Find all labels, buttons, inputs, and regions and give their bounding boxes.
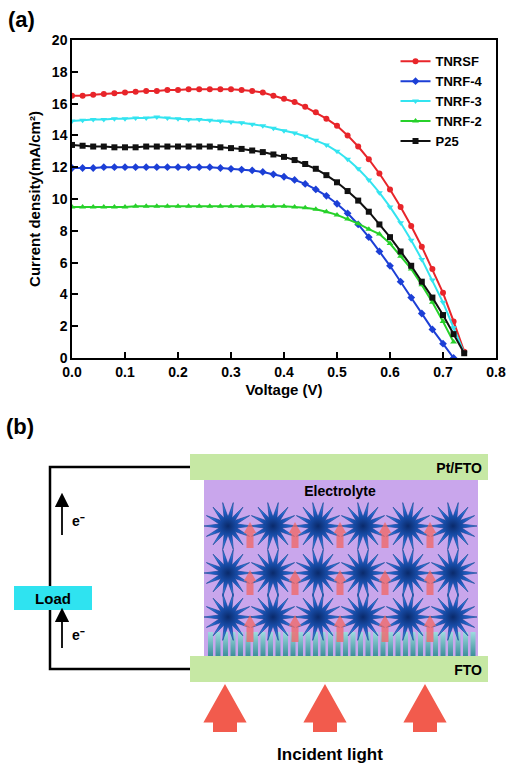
- svg-text:e⁻: e⁻: [72, 513, 85, 529]
- svg-text:14: 14: [52, 127, 68, 143]
- svg-text:Electrolyte: Electrolyte: [304, 483, 376, 499]
- svg-text:0.3: 0.3: [221, 364, 241, 380]
- svg-text:TNRF-3: TNRF-3: [436, 94, 482, 109]
- svg-text:P25: P25: [436, 134, 459, 149]
- svg-text:16: 16: [52, 96, 68, 112]
- svg-text:12: 12: [52, 159, 68, 175]
- svg-text:6: 6: [60, 255, 68, 271]
- svg-text:18: 18: [52, 64, 68, 80]
- svg-text:0.0: 0.0: [62, 364, 82, 380]
- svg-text:4: 4: [60, 286, 68, 302]
- svg-text:Incident light: Incident light: [277, 745, 383, 764]
- svg-text:0.2: 0.2: [168, 364, 188, 380]
- svg-text:TNRF-2: TNRF-2: [436, 114, 482, 129]
- svg-text:0.7: 0.7: [433, 364, 453, 380]
- svg-text:0.6: 0.6: [380, 364, 400, 380]
- svg-text:8: 8: [60, 223, 68, 239]
- svg-text:TNRSF: TNRSF: [436, 54, 479, 69]
- svg-text:Pt/FTO: Pt/FTO: [436, 460, 482, 476]
- svg-text:Current density(mA/cm²): Current density(mA/cm²): [26, 111, 43, 287]
- svg-text:2: 2: [60, 318, 68, 334]
- svg-text:20: 20: [52, 32, 68, 48]
- svg-text:Load: Load: [35, 590, 71, 607]
- svg-text:0.1: 0.1: [115, 364, 135, 380]
- svg-text:e⁻: e⁻: [72, 627, 85, 643]
- svg-text:0: 0: [60, 350, 68, 366]
- svg-text:(b): (b): [6, 414, 34, 439]
- svg-text:FTO: FTO: [454, 662, 482, 678]
- svg-text:Voltage (V): Voltage (V): [245, 381, 322, 398]
- svg-text:0.5: 0.5: [327, 364, 347, 380]
- svg-text:TNRF-4: TNRF-4: [436, 74, 483, 89]
- svg-text:10: 10: [52, 191, 68, 207]
- svg-text:(a): (a): [8, 7, 35, 32]
- svg-text:0.8: 0.8: [486, 364, 506, 380]
- svg-text:0.4: 0.4: [274, 364, 294, 380]
